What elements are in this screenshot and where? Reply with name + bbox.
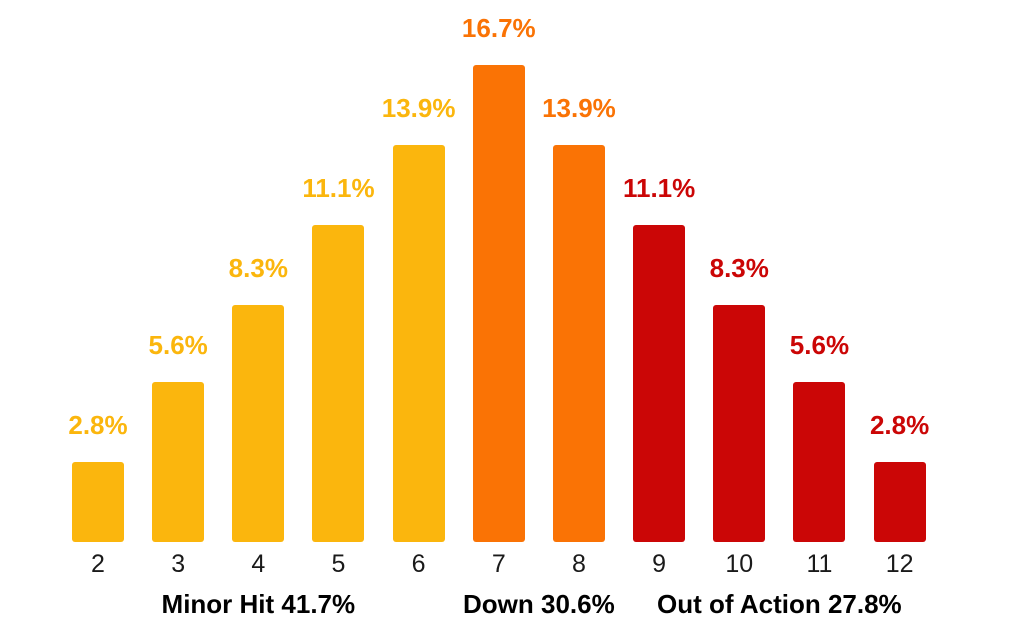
x-axis-label: 12 — [885, 550, 914, 578]
bar — [72, 462, 124, 542]
x-axis-label: 10 — [725, 550, 754, 578]
bar — [873, 462, 926, 542]
bar-value-label: 11.1% — [622, 172, 696, 203]
group-label: Out of Action 27.8% — [657, 589, 902, 619]
bar — [232, 304, 285, 542]
bar — [793, 382, 846, 542]
bar-value-label: 13.9% — [381, 93, 456, 124]
bar-value-label: 5.6% — [148, 330, 208, 361]
bar-value-label: 13.9% — [542, 93, 616, 124]
bar-value-label: 8.3% — [228, 252, 288, 283]
x-axis-label: 6 — [411, 550, 426, 578]
x-axis-label: 4 — [251, 550, 266, 578]
x-axis-label: 8 — [572, 550, 586, 578]
bar — [152, 382, 205, 542]
x-axis-label: 11 — [806, 550, 833, 578]
bar-value-label: 2.8% — [869, 410, 930, 441]
x-axis-label: 5 — [331, 550, 346, 578]
bar — [472, 65, 525, 542]
x-axis-label: 2 — [91, 550, 105, 578]
bar — [633, 224, 686, 542]
group-label: Down 30.6% — [463, 589, 615, 619]
x-axis-label: 9 — [652, 550, 667, 578]
x-axis-label: 7 — [491, 550, 506, 578]
bar — [312, 224, 365, 542]
bar-value-label: 16.7% — [461, 13, 536, 44]
group-label: Minor Hit 41.7% — [161, 589, 356, 619]
bar-value-label: 11.1% — [302, 172, 375, 203]
bar-value-label: 8.3% — [709, 252, 769, 283]
x-axis-label: 3 — [171, 550, 186, 578]
bar-value-label: 5.6% — [789, 330, 850, 361]
bar — [392, 145, 445, 542]
bar — [713, 304, 766, 542]
bar — [552, 145, 605, 542]
bar-value-label: 2.8% — [68, 410, 128, 441]
